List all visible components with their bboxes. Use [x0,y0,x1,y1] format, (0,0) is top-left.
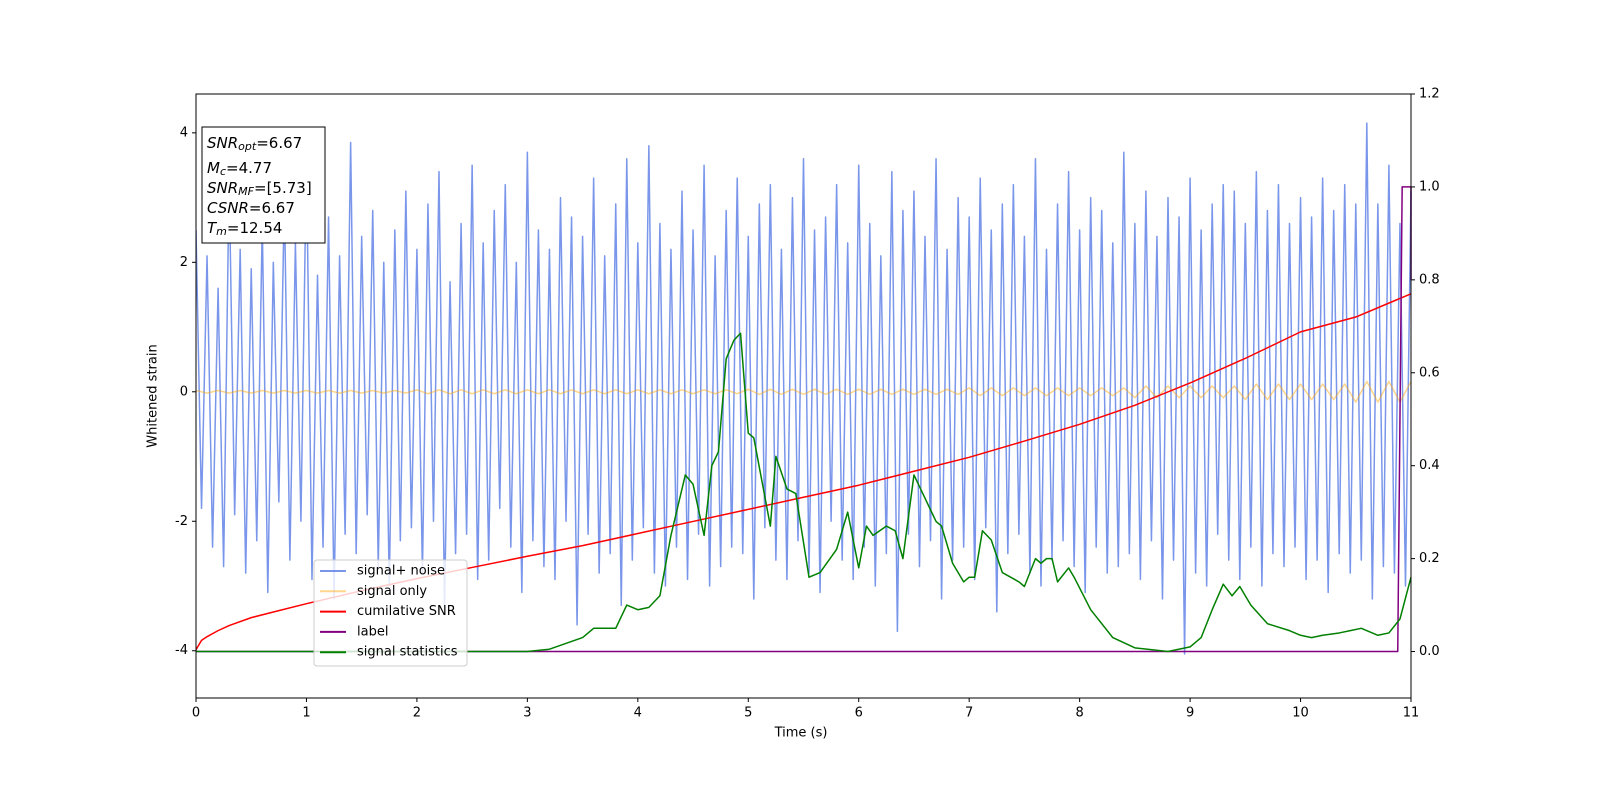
info-lines: SNRopt=6.67Mc=4.77SNRMF=[5.73]CSNR=6.67T… [207,134,312,239]
x-tick-label: 4 [634,706,642,721]
y2-tick-label: 1.2 [1419,87,1440,102]
x-tick-label: 7 [965,706,973,721]
info-line: Mc=4.77 [207,159,272,179]
series-line [196,122,1412,655]
series-line [196,293,1412,651]
y2-tick-label: 0.4 [1419,458,1440,473]
legend: signal+ noise signal only cumilative SNR la… [320,564,458,660]
x-axis-label: Time (s) [774,726,828,741]
y-tick-label: -4 [175,643,188,658]
y2-tick-label: 0.2 [1419,551,1440,566]
y2-tick-label: 0.0 [1419,644,1440,659]
y-axis-label: Whitened strain [146,344,161,447]
x-tick-label: 1 [302,706,310,721]
info-symbol: M [207,159,220,177]
info-subscript: m [216,225,227,238]
info-symbol: SNR [207,179,238,197]
x-tick-label: 9 [1186,706,1194,721]
legend-label: label [357,624,388,639]
legend-label: signal statistics [357,645,458,660]
axes-frame [195,93,1412,699]
x-tick-label: 10 [1292,706,1309,721]
info-line: Tm=12.54 [207,219,282,239]
y-tick-label: 4 [180,125,188,140]
x-tick-label: 0 [192,706,200,721]
info-value: =4.77 [226,159,272,177]
y-tick-label: 2 [180,255,188,270]
legend-box [313,559,468,667]
y2-tick-label: 0.8 [1419,272,1440,287]
info-subscript: MF [238,185,254,198]
y-tick-label: 0 [180,384,188,399]
info-line: SNRMF=[5.73] [207,179,312,199]
info-box [201,126,326,244]
legend-label: signal only [357,584,427,599]
series-line [196,332,1412,653]
info-subscript: c [220,165,226,178]
x-tick-label: 5 [744,706,752,721]
info-symbol: CSNR [207,199,249,217]
legend-label: cumilative SNR [357,604,456,619]
info-symbol: SNR [207,134,238,152]
x-tick-label: 3 [523,706,531,721]
y-tick-label: -2 [175,514,188,529]
info-value: =6.67 [249,199,295,217]
x-tick-label: 11 [1403,706,1420,721]
info-value: =12.54 [227,219,283,237]
info-symbol: T [207,219,218,237]
y2-tick-label: 1.0 [1419,179,1440,194]
x-tick-label: 2 [413,706,421,721]
legend-label: signal+ noise [357,564,445,579]
info-subscript: opt [238,140,257,153]
info-line: SNRopt=6.67 [207,134,302,154]
info-value: =6.67 [256,134,302,152]
info-value: =[5.73] [254,179,312,197]
y2-tick-label: 0.6 [1419,365,1440,380]
x-tick-label: 6 [855,706,863,721]
x-tick-label: 8 [1075,706,1083,721]
info-line: CSNR=6.67 [207,199,295,217]
series-line [196,380,1412,403]
